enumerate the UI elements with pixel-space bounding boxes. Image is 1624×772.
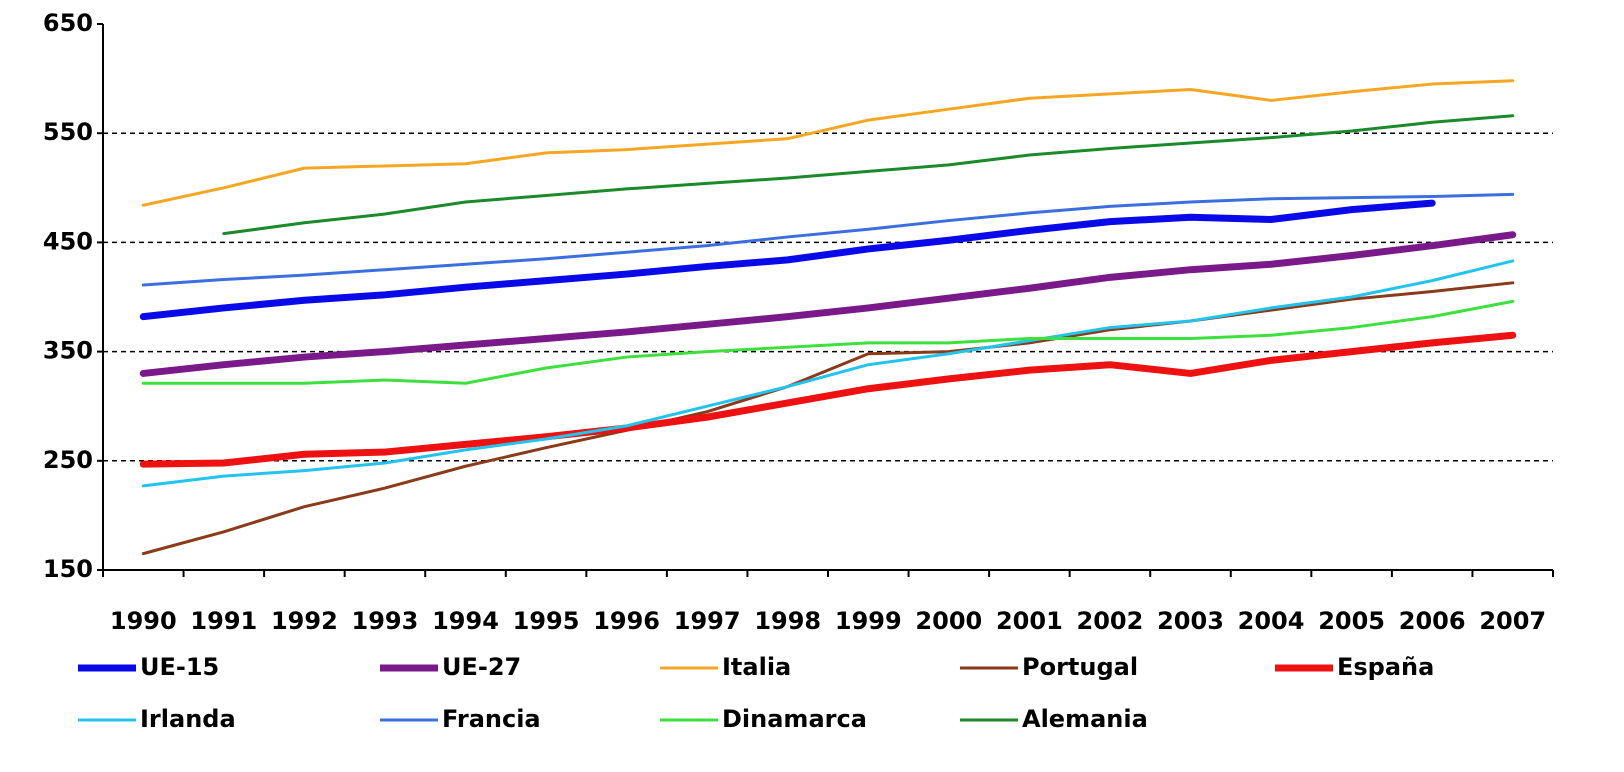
- series-line: [141, 299, 1515, 385]
- series-line: [139, 231, 1517, 377]
- series-line: [139, 331, 1517, 468]
- legend-label: Italia: [722, 653, 791, 681]
- x-tick-label: 1990: [110, 607, 177, 635]
- x-tick-label: 1999: [835, 607, 902, 635]
- x-tick-label: 2006: [1399, 607, 1466, 635]
- y-tick-label: 650: [43, 9, 93, 37]
- series-line: [139, 199, 1436, 321]
- x-tick-label: 2005: [1318, 607, 1385, 635]
- x-tick-label: 2007: [1479, 607, 1546, 635]
- x-tick-label: 1991: [190, 607, 257, 635]
- x-tick-label: 1993: [352, 607, 419, 635]
- x-tick-label: 1995: [513, 607, 580, 635]
- x-tick-label: 1997: [674, 607, 741, 635]
- x-tick-label: 1996: [593, 607, 660, 635]
- x-tick-label: 1998: [754, 607, 821, 635]
- x-tick-label: 2004: [1238, 607, 1305, 635]
- legend-label: Alemania: [1022, 705, 1148, 733]
- y-tick-label: 250: [43, 446, 93, 474]
- y-tick-label: 550: [43, 118, 93, 146]
- y-tick-label: 150: [43, 555, 93, 583]
- series-line: [141, 79, 1515, 207]
- x-tick-label: 2001: [996, 607, 1063, 635]
- x-tick-label: 2002: [1077, 607, 1144, 635]
- x-tick-label: 1994: [432, 607, 499, 635]
- series-line: [222, 114, 1515, 236]
- legend-label: UE-15: [140, 653, 219, 681]
- legend-label: Irlanda: [140, 705, 236, 733]
- x-tick-label: 1992: [271, 607, 338, 635]
- series-line: [141, 259, 1515, 488]
- y-tick-label: 350: [43, 337, 93, 365]
- x-tick-label: 2003: [1157, 607, 1224, 635]
- y-tick-label: 450: [43, 227, 93, 255]
- legend-label: UE-27: [442, 653, 521, 681]
- legend-label: Francia: [442, 705, 541, 733]
- legend-label: España: [1337, 653, 1434, 681]
- series-line: [141, 192, 1515, 287]
- x-tick-label: 2000: [915, 607, 982, 635]
- legend-label: Portugal: [1022, 653, 1138, 681]
- legend-label: Dinamarca: [722, 705, 867, 733]
- series-line: [141, 281, 1515, 556]
